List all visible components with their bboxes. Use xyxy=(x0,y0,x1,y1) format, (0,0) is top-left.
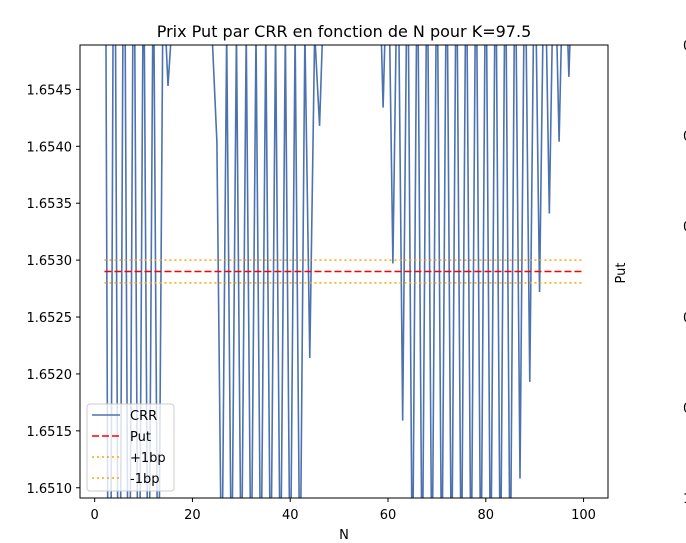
y-tick-label: 1.6540 xyxy=(27,140,73,155)
right-tick-label: 1 xyxy=(683,492,686,507)
x-tick-label: 100 xyxy=(571,508,596,523)
x-tick-label: 0 xyxy=(91,508,99,523)
x-axis-label: N xyxy=(339,528,349,543)
legend-box xyxy=(86,403,175,492)
right-axis-label: Put xyxy=(614,263,629,284)
y-tick-label: 1.6510 xyxy=(27,482,73,497)
y-tick-label: 1.6530 xyxy=(27,254,73,269)
y-tick-label: 1.6525 xyxy=(27,311,73,326)
right-tick-label: 0 xyxy=(683,39,686,54)
legend-label: +1bp xyxy=(130,451,166,466)
y-tick-label: 1.6515 xyxy=(27,425,73,440)
right-tick-label: 0 xyxy=(683,220,686,235)
legend: CRR Put +1bp -1bp xyxy=(86,403,175,492)
x-tick-label: 60 xyxy=(380,508,397,523)
plot-frame xyxy=(79,44,609,499)
y-tick-label: 1.6545 xyxy=(27,83,73,98)
x-tick-label: 80 xyxy=(478,508,495,523)
legend-label: -1bp xyxy=(130,472,159,487)
legend-label: CRR xyxy=(130,409,157,424)
chart-title: Prix Put par CRR en fonction de N pour K… xyxy=(157,22,532,41)
right-tick-label: 0 xyxy=(683,311,686,326)
y-tick-label: 1.6535 xyxy=(27,197,73,212)
y-tick-label: 1.6520 xyxy=(27,368,73,383)
series-line-crr xyxy=(105,45,571,498)
right-tick-label: 0 xyxy=(683,401,686,416)
legend-label: Put xyxy=(130,430,151,445)
x-tick-label: 40 xyxy=(282,508,299,523)
x-tick-label: 20 xyxy=(184,508,201,523)
right-tick-label: 0 xyxy=(683,130,686,145)
